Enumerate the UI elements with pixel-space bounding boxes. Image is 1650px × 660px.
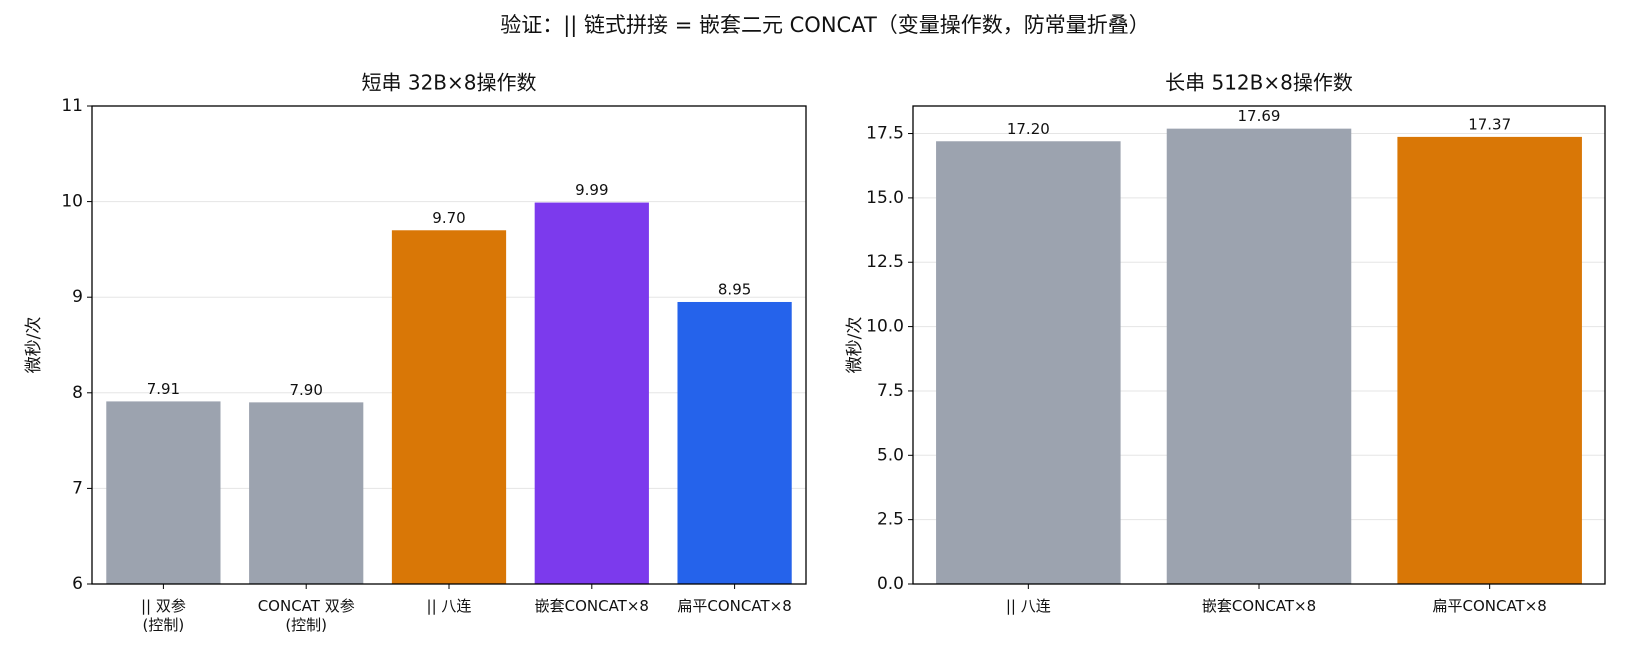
x-tick-label-line: 嵌套CONCAT×8	[535, 597, 649, 615]
bar	[1166, 128, 1352, 584]
x-tick-label-line: || 八连	[427, 597, 472, 615]
bar	[1397, 136, 1582, 584]
x-tick-label: || 双参(控制)	[141, 597, 186, 634]
bar	[936, 141, 1121, 584]
x-tick-label-line: || 八连	[1006, 597, 1051, 615]
value-label: 8.95	[718, 280, 751, 298]
x-tick-label-line: (控制)	[143, 616, 185, 634]
x-tick-label: 扁平CONCAT×8	[1432, 597, 1546, 615]
value-label: 7.90	[289, 381, 322, 399]
y-tick-label: 0.0	[877, 574, 904, 594]
value-label: 9.70	[432, 209, 465, 227]
value-label: 7.91	[147, 380, 180, 398]
bar	[249, 402, 364, 584]
x-tick-label-line: 扁平CONCAT×8	[1432, 597, 1546, 615]
x-tick-label: 扁平CONCAT×8	[677, 597, 791, 615]
value-label: 17.69	[1238, 107, 1281, 125]
y-tick-label: 7.5	[877, 381, 904, 401]
x-tick-label: 嵌套CONCAT×8	[535, 597, 649, 615]
y-axis-label: 微秒/次	[845, 317, 865, 374]
value-label: 17.20	[1007, 120, 1050, 138]
value-label: 17.37	[1468, 115, 1511, 133]
y-tick-label: 17.5	[866, 124, 904, 144]
y-tick-label: 6	[72, 574, 83, 594]
plot-frame	[91, 105, 807, 585]
y-tick-label: 8	[72, 383, 83, 403]
x-tick-label-line: (控制)	[285, 616, 327, 634]
figure-title: 验证：|| 链式拼接 = 嵌套二元 CONCAT（变量操作数，防常量折叠）	[500, 13, 1150, 38]
plot-frame	[912, 105, 1606, 585]
x-tick-label: CONCAT 双参(控制)	[258, 597, 355, 634]
y-tick-label: 5.0	[877, 445, 904, 465]
bar	[106, 401, 221, 584]
y-tick-label: 2.5	[877, 510, 904, 530]
x-tick-label-line: 嵌套CONCAT×8	[1202, 597, 1316, 615]
x-tick-label-line: CONCAT 双参	[258, 597, 355, 615]
chart-title: 长串 512B×8操作数	[1165, 71, 1353, 95]
bar	[391, 230, 507, 584]
y-tick-label: 10	[61, 192, 83, 212]
bar	[677, 301, 792, 584]
y-tick-label: 15.0	[866, 188, 904, 208]
y-axis-label: 微秒/次	[24, 317, 44, 374]
x-tick-label: || 八连	[427, 597, 472, 615]
x-tick-label-line: 扁平CONCAT×8	[677, 597, 791, 615]
bar	[534, 202, 649, 584]
x-tick-label: || 八连	[1006, 597, 1051, 615]
y-tick-label: 9	[72, 287, 83, 307]
x-tick-label-line: || 双参	[141, 597, 186, 615]
y-tick-label: 12.5	[866, 252, 904, 272]
x-tick-label: 嵌套CONCAT×8	[1202, 597, 1316, 615]
y-tick-label: 11	[61, 96, 83, 116]
chart-title: 短串 32B×8操作数	[361, 71, 536, 95]
y-tick-label: 7	[72, 478, 83, 498]
value-label: 9.99	[575, 181, 608, 199]
y-tick-label: 10.0	[866, 317, 904, 337]
